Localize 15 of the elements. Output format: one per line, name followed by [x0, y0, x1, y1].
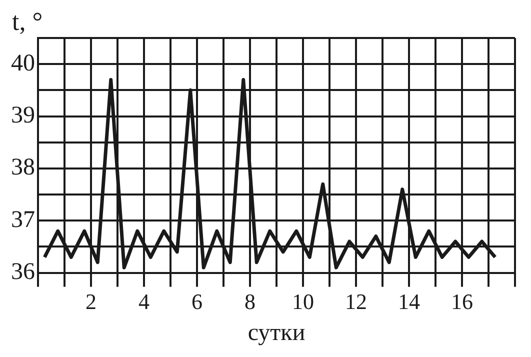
x-tick-label: 12	[345, 288, 367, 314]
y-tick-label: 40	[11, 50, 35, 76]
y-tick-label: 38	[11, 154, 35, 181]
x-tick-label: 8	[244, 288, 256, 314]
x-tick-label: 14	[398, 288, 420, 314]
x-tick-label: 2	[86, 288, 96, 314]
x-tick-label: 4	[138, 288, 150, 314]
x-tick-label: 10	[292, 288, 314, 314]
x-axis-title: сутки	[248, 320, 306, 346]
x-tick-label: 6	[192, 288, 202, 314]
y-tick-label: 39	[11, 102, 35, 129]
y-axis-title: t, °	[12, 6, 43, 36]
y-tick-label: 37	[11, 206, 35, 233]
y-tick-label: 36	[11, 259, 35, 286]
x-tick-label: 16	[451, 288, 473, 314]
